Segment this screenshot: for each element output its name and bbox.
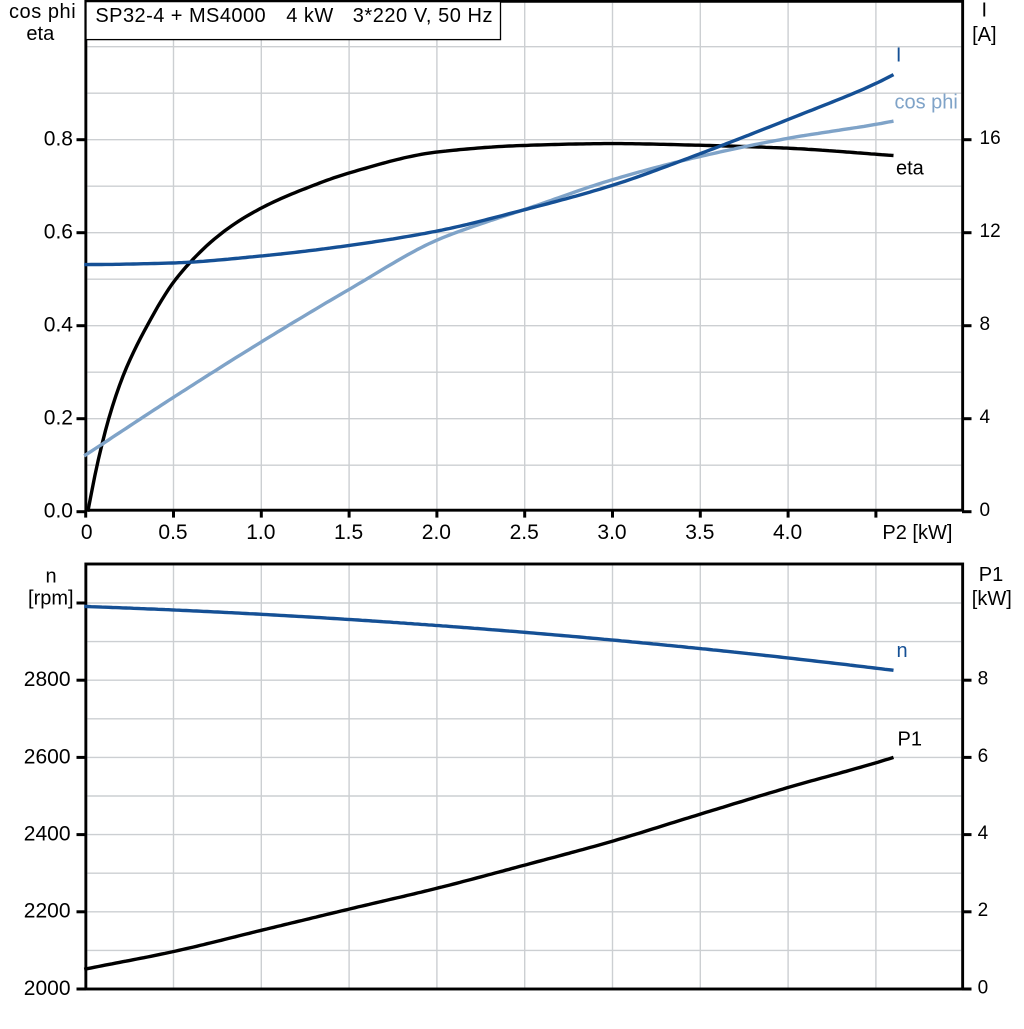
svg-text:16: 16 <box>980 128 1001 149</box>
svg-text:I: I <box>896 44 902 66</box>
svg-text:[A]: [A] <box>972 24 996 46</box>
svg-text:0.4: 0.4 <box>44 313 74 336</box>
svg-text:8: 8 <box>980 314 991 335</box>
svg-text:P1: P1 <box>979 564 1003 586</box>
svg-text:P1: P1 <box>898 728 922 750</box>
svg-text:n: n <box>45 566 56 588</box>
svg-text:8: 8 <box>978 669 989 690</box>
svg-text:2.0: 2.0 <box>422 521 451 544</box>
svg-text:0: 0 <box>81 521 93 544</box>
svg-text:I: I <box>982 0 988 22</box>
svg-text:0.0: 0.0 <box>44 499 73 522</box>
svg-text:4 kW: 4 kW <box>286 5 333 27</box>
svg-text:2600: 2600 <box>24 745 71 768</box>
svg-text:2000: 2000 <box>24 977 71 1000</box>
svg-text:2800: 2800 <box>24 668 71 691</box>
svg-text:[rpm]: [rpm] <box>28 588 74 610</box>
svg-text:3.0: 3.0 <box>597 521 626 544</box>
svg-text:2400: 2400 <box>24 823 71 846</box>
svg-text:0.2: 0.2 <box>44 406 73 429</box>
svg-text:[kW]: [kW] <box>972 588 1012 610</box>
svg-text:12: 12 <box>980 221 1001 242</box>
svg-text:0.5: 0.5 <box>158 521 187 544</box>
svg-text:eta: eta <box>26 23 55 45</box>
svg-text:0.8: 0.8 <box>44 127 73 150</box>
svg-text:cos phi: cos phi <box>9 1 76 23</box>
svg-text:cos phi: cos phi <box>895 91 958 113</box>
svg-text:3.5: 3.5 <box>685 521 714 544</box>
svg-text:4: 4 <box>978 823 989 844</box>
svg-text:0: 0 <box>978 977 989 998</box>
svg-text:6: 6 <box>978 746 989 767</box>
svg-text:0: 0 <box>980 500 991 521</box>
svg-text:1.0: 1.0 <box>246 521 275 544</box>
svg-text:n: n <box>896 640 907 662</box>
svg-text:eta: eta <box>896 157 925 179</box>
svg-text:2: 2 <box>978 900 989 921</box>
svg-text:0.6: 0.6 <box>44 220 73 243</box>
svg-text:2200: 2200 <box>24 900 71 923</box>
svg-text:2.5: 2.5 <box>510 521 539 544</box>
svg-text:P2 [kW]: P2 [kW] <box>882 522 952 544</box>
svg-text:SP32-4 + MS4000: SP32-4 + MS4000 <box>95 5 266 27</box>
svg-text:4: 4 <box>980 407 991 428</box>
svg-text:1.5: 1.5 <box>334 521 363 544</box>
svg-text:3*220 V, 50 Hz: 3*220 V, 50 Hz <box>353 5 493 27</box>
svg-text:4.0: 4.0 <box>773 521 802 544</box>
